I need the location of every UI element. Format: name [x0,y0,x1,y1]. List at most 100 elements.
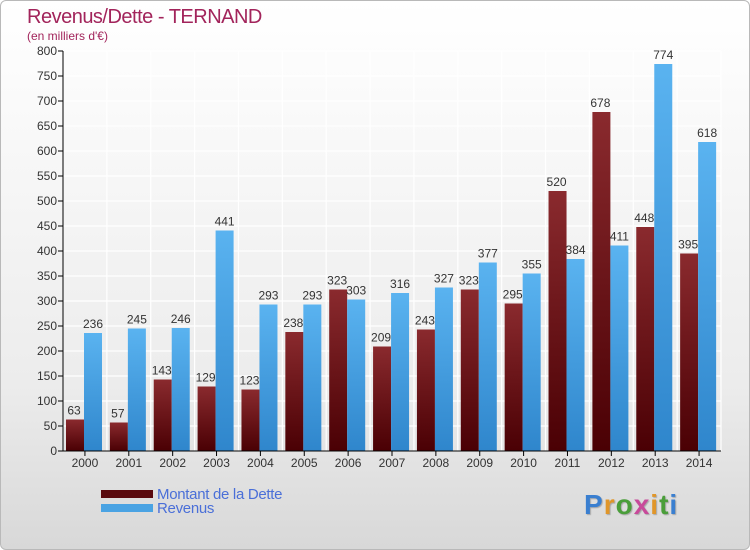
legend-label-debt: Montant de la Dette [157,485,283,503]
x-tick-label: 2000 [72,456,99,470]
x-tick-label: 2014 [686,456,713,470]
data-label-dette: 395 [678,238,698,252]
bar-dette [504,303,523,451]
labels-layer: 6323657245143246129441123293238293323303… [67,48,717,421]
data-label-revenus: 355 [522,258,542,272]
bar-revenus [522,273,541,451]
chart-subtitle: (en milliers d'€) [27,29,108,43]
data-label-revenus: 236 [83,317,103,331]
y-tick-label: 500 [37,194,57,208]
x-tick-label: 2008 [423,456,450,470]
y-tick-label: 750 [37,69,57,83]
data-label-revenus: 245 [127,313,147,327]
y-tick-label: 0 [50,444,57,458]
data-label-revenus: 316 [390,277,410,291]
bar-revenus [171,328,190,451]
y-tick-label: 100 [37,394,57,408]
bar-dette [416,329,435,451]
y-tick-label: 400 [37,244,57,258]
x-tick-label: 2004 [247,456,274,470]
x-tick-label: 2010 [510,456,537,470]
data-label-dette: 63 [67,404,81,418]
data-label-dette: 678 [590,96,610,110]
data-label-dette: 238 [283,316,303,330]
x-tick-label: 2002 [159,456,186,470]
bars-layer [66,64,717,451]
x-tick-label: 2003 [203,456,230,470]
data-label-dette: 143 [152,364,172,378]
data-label-revenus: 327 [434,272,454,286]
data-label-revenus: 377 [478,247,498,261]
data-label-dette: 57 [111,407,125,421]
bar-revenus [610,245,629,451]
bar-dette [460,289,479,451]
bar-dette [329,289,348,451]
y-tick-label: 150 [37,369,57,383]
data-label-dette: 123 [239,374,259,388]
data-label-revenus: 411 [610,230,629,244]
y-tick-label: 650 [37,119,57,133]
chart-title: Revenus/Dette - TERNAND [27,6,262,28]
y-tick-label: 200 [37,344,57,358]
bar-dette [373,346,392,451]
data-label-revenus: 293 [302,289,322,303]
data-label-revenus: 246 [171,312,191,326]
x-tick-label: 2009 [466,456,493,470]
y-tick-label: 600 [37,144,57,158]
x-tick-label: 2007 [379,456,406,470]
data-label-dette: 243 [415,314,435,328]
y-tick-label: 50 [44,419,58,433]
bar-revenus [127,328,146,451]
bar-revenus [215,230,234,451]
bar-dette [153,379,172,451]
bar-revenus [303,304,322,451]
bar-revenus [347,299,366,451]
legend-swatch-revenus [101,504,153,512]
y-tick-label: 450 [37,219,57,233]
bar-revenus [698,142,717,451]
x-tick-label: 2012 [598,456,625,470]
data-label-dette: 209 [371,331,391,345]
x-tick-label: 2005 [291,456,318,470]
data-label-dette: 448 [634,211,654,225]
y-tick-label: 700 [37,94,57,108]
x-tick-label: 2001 [115,456,142,470]
bar-revenus [654,64,673,451]
x-tick-label: 2013 [642,456,669,470]
data-label-revenus: 303 [346,284,366,298]
data-label-revenus: 774 [653,48,673,62]
bar-dette [241,389,260,451]
bar-dette [548,191,567,451]
x-tick-label: 2006 [335,456,362,470]
data-label-dette: 323 [327,274,347,288]
data-label-revenus: 618 [697,126,717,140]
bar-dette [680,253,699,451]
y-tick-label: 550 [37,169,57,183]
legend-swatch-debt [101,490,153,498]
data-label-dette: 295 [503,288,523,302]
bar-chart: 6323657245143246129441123293238293323303… [37,44,722,470]
bar-revenus [478,262,497,451]
data-label-dette: 129 [196,371,216,385]
bar-revenus [84,333,102,451]
data-label-dette: 323 [459,274,479,288]
bar-dette [592,112,611,451]
bar-dette [197,386,216,451]
y-tick-label: 350 [37,269,57,283]
data-label-revenus: 441 [215,215,235,229]
bar-revenus [566,259,585,451]
bar-revenus [391,293,410,451]
data-label-dette: 520 [547,175,567,189]
legend-item-revenus: Revenus [101,500,282,517]
data-label-revenus: 384 [566,243,586,257]
data-label-revenus: 293 [258,289,278,303]
x-tick-label: 2011 [555,456,581,470]
proxiti-logo: Proxiti [584,489,679,520]
bar-dette [636,227,655,451]
legend-item-debt: Montant de la Dette [101,485,283,503]
bar-dette [109,422,128,451]
axes-layer: 0 50 100 150 200 250 300 350 400 450 500 550 600 650 7… [37,44,721,470]
y-tick-label: 250 [37,319,57,333]
y-tick-label: 300 [37,294,57,308]
bar-dette [285,332,304,451]
